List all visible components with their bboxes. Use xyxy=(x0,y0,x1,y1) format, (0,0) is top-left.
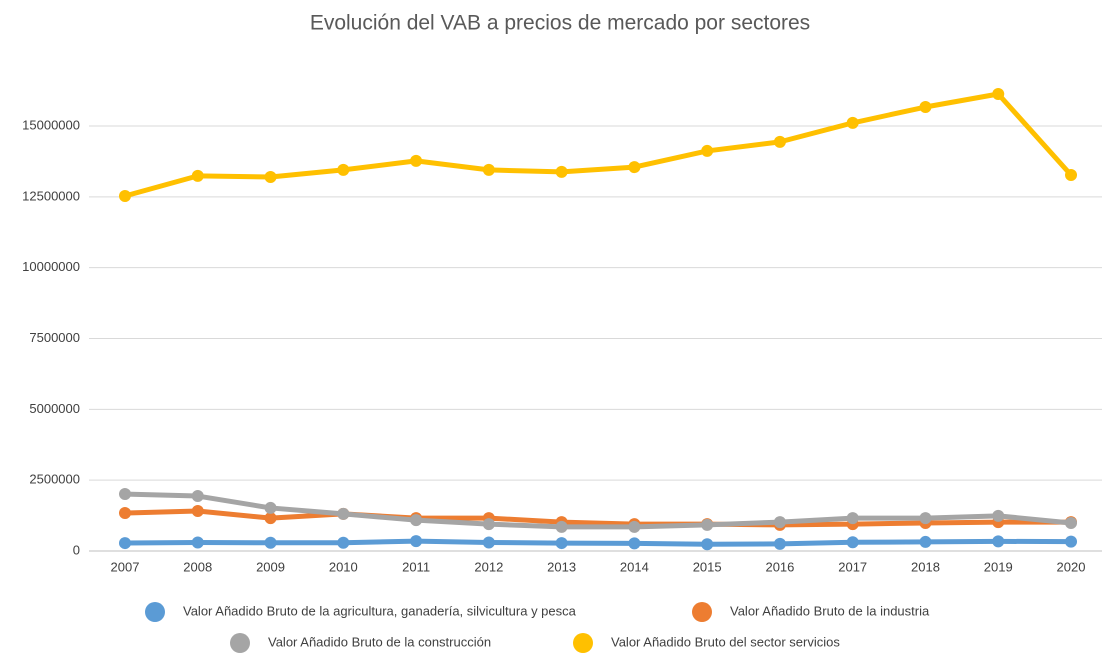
x-tick-label: 2010 xyxy=(329,559,358,574)
data-point xyxy=(482,536,495,549)
data-point xyxy=(773,135,786,148)
y-tick-label: 10000000 xyxy=(22,259,80,274)
data-point xyxy=(555,165,568,178)
data-point xyxy=(628,537,641,550)
data-point xyxy=(773,537,786,550)
chart-title: Evolución del VAB a precios de mercado p… xyxy=(310,12,810,35)
data-point xyxy=(1065,535,1078,548)
data-point xyxy=(191,536,204,549)
y-tick-label: 7500000 xyxy=(29,330,80,345)
data-point xyxy=(555,537,568,550)
data-point xyxy=(191,505,204,518)
data-point xyxy=(337,536,350,549)
x-tick-label: 2015 xyxy=(693,559,722,574)
legend-swatch xyxy=(230,633,250,653)
series-line xyxy=(124,491,1072,530)
data-point xyxy=(337,163,350,176)
data-point xyxy=(337,507,350,520)
data-point xyxy=(191,169,204,182)
data-point xyxy=(919,512,932,525)
y-tick-label: 12500000 xyxy=(22,188,80,203)
x-tick-label: 2011 xyxy=(402,559,430,574)
x-tick-label: 2014 xyxy=(620,559,649,574)
data-point xyxy=(119,189,131,202)
data-point xyxy=(119,507,131,520)
data-point xyxy=(992,509,1005,522)
data-point xyxy=(264,536,277,549)
data-point xyxy=(119,537,131,550)
data-point xyxy=(992,87,1005,100)
data-point xyxy=(919,535,932,548)
x-tick-label: 2008 xyxy=(183,559,212,574)
data-point xyxy=(628,161,641,174)
data-point xyxy=(410,535,423,548)
data-point xyxy=(410,154,423,167)
data-point xyxy=(701,538,714,551)
data-point xyxy=(555,520,568,533)
data-point xyxy=(846,512,859,525)
x-tick-label: 2016 xyxy=(765,559,794,574)
data-point xyxy=(119,488,131,501)
legend-label: Valor Añadido Bruto del sector servicios xyxy=(611,634,840,649)
x-tick-label: 2007 xyxy=(111,559,140,574)
x-tick-label: 2018 xyxy=(911,559,940,574)
y-tick-label: 15000000 xyxy=(22,117,80,132)
data-point xyxy=(264,512,277,525)
data-point xyxy=(628,520,641,533)
data-point xyxy=(1065,169,1078,182)
data-point xyxy=(191,490,204,503)
legend-label: Valor Añadido Bruto de la industria xyxy=(730,603,930,618)
legend-swatch xyxy=(145,602,165,622)
y-tick-label: 0 xyxy=(73,542,80,557)
series-line xyxy=(124,91,1073,199)
data-point xyxy=(846,116,859,129)
x-tick-label: 2012 xyxy=(474,559,503,574)
data-point xyxy=(1065,516,1078,529)
legend-swatch xyxy=(573,633,593,653)
legend-label: Valor Añadido Bruto de la construcción xyxy=(268,634,491,649)
data-point xyxy=(773,516,786,529)
data-point xyxy=(701,144,714,157)
legend-label: Valor Añadido Bruto de la agricultura, g… xyxy=(183,603,577,618)
data-point xyxy=(482,518,495,531)
data-point xyxy=(264,171,277,183)
data-point xyxy=(701,518,714,531)
y-tick-label: 2500000 xyxy=(29,472,80,487)
data-point xyxy=(410,514,423,527)
x-tick-label: 2009 xyxy=(256,559,285,574)
x-tick-label: 2019 xyxy=(984,559,1013,574)
data-point xyxy=(992,535,1005,548)
x-tick-label: 2017 xyxy=(838,559,867,574)
series-line xyxy=(124,508,1072,528)
data-point xyxy=(846,536,859,549)
legend-swatch xyxy=(692,602,712,622)
data-point xyxy=(264,501,277,514)
x-tick-label: 2020 xyxy=(1057,559,1086,574)
y-tick-label: 5000000 xyxy=(29,401,80,416)
x-tick-label: 2013 xyxy=(547,559,576,574)
data-point xyxy=(482,163,495,176)
series-line xyxy=(124,538,1072,547)
data-point xyxy=(919,101,932,114)
